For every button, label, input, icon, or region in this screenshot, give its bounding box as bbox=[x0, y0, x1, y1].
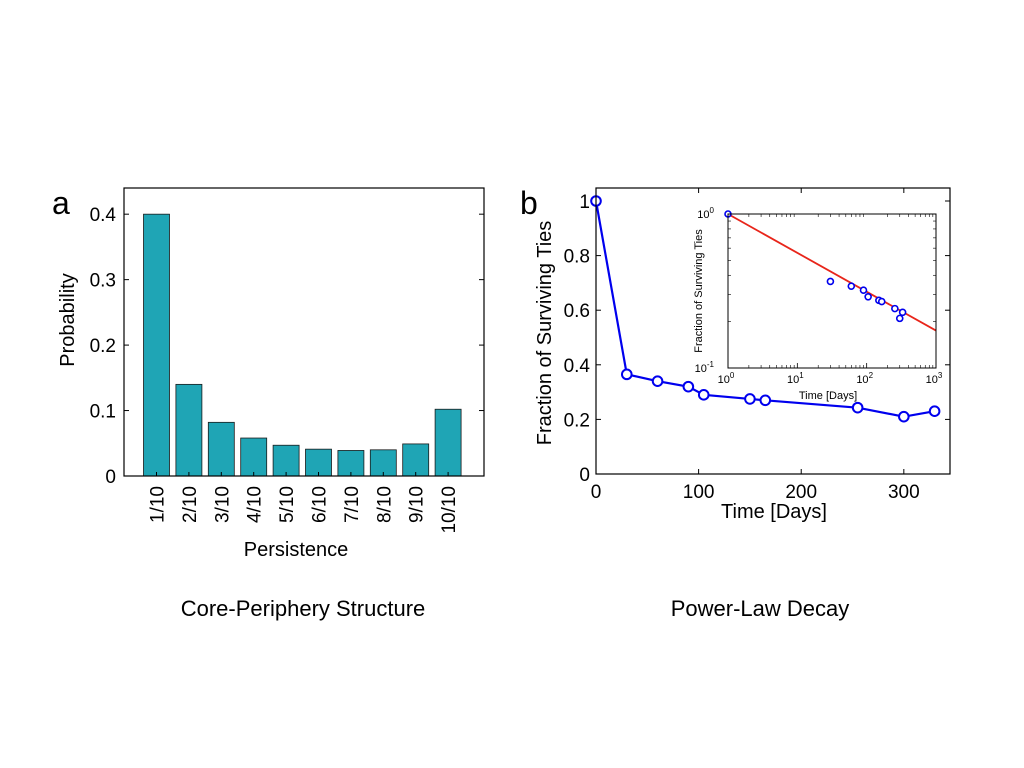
x-tick-label: 10/10 bbox=[439, 486, 460, 534]
x-tick-label: 3/10 bbox=[212, 486, 233, 523]
x-tick-label: 101 bbox=[787, 371, 804, 386]
y-tick-label: 0.8 bbox=[564, 247, 590, 268]
inset-data-point bbox=[864, 292, 872, 301]
x-axis-label: Persistence bbox=[244, 539, 349, 561]
series-points bbox=[590, 195, 941, 423]
inset-y-axis-label: Fraction of Surviving Ties bbox=[693, 229, 705, 353]
y-tick-label: 0.2 bbox=[90, 336, 116, 357]
bar-chart-panel-a: 0 0.1 0.2 0.3 0.4 1/10 2/10 3/10 4/10 5/10 6/10 7/… bbox=[57, 187, 485, 561]
bar bbox=[175, 383, 203, 477]
x-tick-label: 5/10 bbox=[277, 486, 298, 523]
inset-data-point bbox=[859, 286, 868, 295]
data-point bbox=[651, 375, 664, 387]
inset-data-point bbox=[891, 304, 899, 313]
x-tick-label: 4/10 bbox=[245, 486, 266, 523]
series-line bbox=[594, 200, 935, 418]
caption-right: Power-Law Decay bbox=[670, 596, 850, 621]
y-tick-label: 0.1 bbox=[90, 402, 116, 423]
x-tick-label: 300 bbox=[888, 482, 920, 503]
caption-left: Core-Periphery Structure bbox=[180, 596, 426, 621]
plot-frame bbox=[595, 187, 951, 475]
inset-y-axis-ticks: 10-1 100 bbox=[695, 206, 733, 375]
y-tick-label: 10-1 bbox=[695, 360, 715, 375]
inset-data-point bbox=[877, 297, 886, 306]
data-point bbox=[682, 380, 695, 393]
bar bbox=[434, 408, 462, 477]
inset-data-point bbox=[895, 314, 904, 323]
bar bbox=[337, 450, 365, 477]
plot-frame bbox=[123, 187, 485, 477]
inset-points bbox=[724, 210, 907, 323]
x-tick-label: 103 bbox=[926, 371, 943, 386]
y-tick-label: 0 bbox=[105, 467, 116, 488]
data-point bbox=[620, 368, 633, 381]
bar bbox=[143, 213, 170, 477]
inset-data-point bbox=[847, 282, 856, 290]
bar bbox=[272, 444, 300, 477]
data-point bbox=[744, 393, 756, 405]
y-tick-label: 0 bbox=[579, 465, 590, 486]
x-tick-label: 6/10 bbox=[310, 486, 331, 523]
x-tick-label: 200 bbox=[785, 482, 817, 503]
bar bbox=[305, 448, 332, 477]
x-axis-ticks: 0 100 200 300 bbox=[591, 188, 920, 503]
x-tick-label: 102 bbox=[856, 371, 873, 386]
data-point bbox=[928, 405, 941, 418]
y-tick-label: 100 bbox=[697, 206, 714, 221]
x-tick-label: 100 bbox=[683, 482, 715, 503]
y-axis-ticks: 0 0.2 0.4 0.6 0.8 1 bbox=[564, 192, 950, 486]
x-tick-label: 0 bbox=[591, 482, 602, 503]
inset-data-point bbox=[898, 308, 907, 317]
y-axis-label: Fraction of Surviving Ties bbox=[534, 221, 556, 446]
y-tick-label: 0.2 bbox=[564, 410, 590, 431]
data-point bbox=[898, 410, 910, 423]
x-axis-ticks: 1/10 2/10 3/10 4/10 5/10 6/10 7/10 8/10 9/10 10/1… bbox=[148, 472, 460, 534]
bar bbox=[402, 443, 430, 477]
x-tick-label: 1/10 bbox=[148, 486, 169, 523]
y-tick-label: 0.4 bbox=[564, 356, 591, 377]
panel-letter-b: b bbox=[520, 185, 538, 221]
inset-x-axis-label: Time [Days] bbox=[799, 390, 857, 402]
x-tick-label: 7/10 bbox=[342, 486, 363, 523]
data-point bbox=[759, 394, 772, 407]
y-tick-label: 0.3 bbox=[90, 271, 116, 292]
inset-frame bbox=[727, 213, 937, 369]
data-point bbox=[851, 401, 864, 414]
inset-background bbox=[728, 214, 936, 368]
data-point bbox=[697, 389, 710, 401]
y-axis-ticks: 0 0.1 0.2 0.3 0.4 bbox=[90, 205, 484, 488]
x-tick-label: 9/10 bbox=[407, 486, 428, 523]
y-tick-label: 0.4 bbox=[90, 205, 117, 226]
inset-data-point bbox=[826, 277, 835, 286]
y-tick-label: 1 bbox=[579, 192, 590, 213]
x-axis-label: Time [Days] bbox=[721, 501, 827, 523]
bar-series bbox=[143, 213, 462, 477]
line-chart-panel-b: 0 0.2 0.4 0.6 0.8 1 0 100 200 300 Time [Days] Fr… bbox=[534, 187, 951, 523]
x-tick-label: 100 bbox=[718, 371, 735, 386]
x-tick-label: 8/10 bbox=[374, 486, 395, 523]
x-tick-label: 2/10 bbox=[180, 486, 201, 523]
y-tick-label: 0.6 bbox=[564, 301, 590, 322]
bar bbox=[240, 437, 268, 477]
inset-x-axis-ticks: 100 101 102 103 bbox=[718, 363, 943, 386]
bar bbox=[207, 421, 235, 477]
panel-letter-a: a bbox=[52, 185, 70, 221]
bar bbox=[369, 449, 397, 477]
y-axis-label: Probability bbox=[57, 273, 79, 366]
